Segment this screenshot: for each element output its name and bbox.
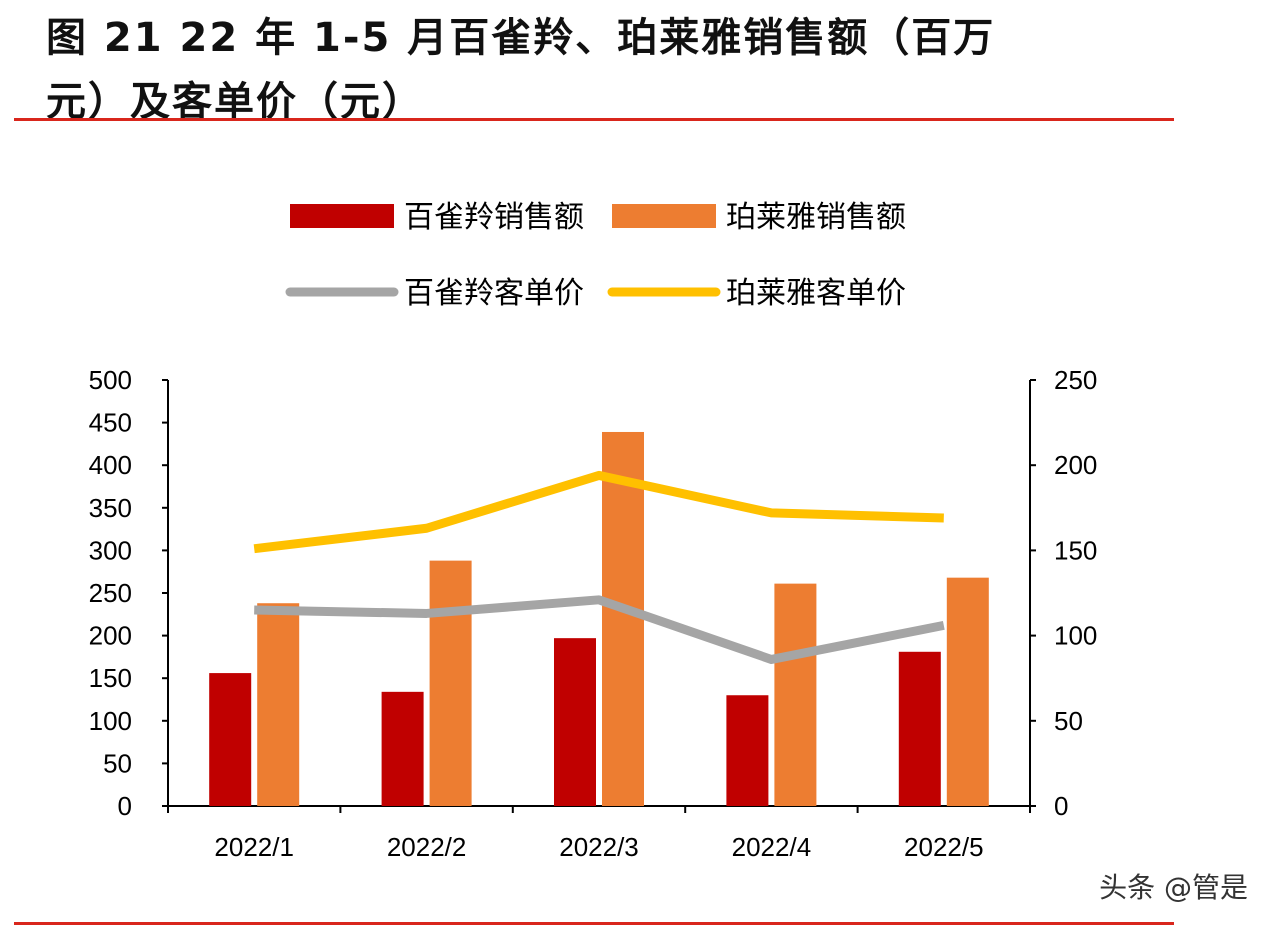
legend-label: 百雀羚客单价: [404, 277, 584, 310]
legend-label: 珀莱雅客单价: [726, 277, 906, 310]
legend-label: 百雀羚销售额: [404, 201, 584, 234]
bar-2: [774, 583, 817, 806]
left-tick-label: 250: [89, 578, 132, 608]
legend-swatch: [290, 204, 394, 228]
left-tick-label: 200: [89, 621, 132, 651]
bar-1: [381, 691, 424, 806]
legend-label: 珀莱雅销售额: [726, 201, 906, 234]
right-tick-label: 0: [1054, 791, 1068, 821]
x-tick-label: 2022/5: [904, 832, 984, 862]
line-series-2: [253, 470, 944, 554]
bar-1: [554, 638, 596, 806]
left-tick-label: 450: [89, 408, 132, 438]
bar-1: [726, 695, 769, 806]
bar-2: [257, 603, 300, 806]
right-tick-label: 200: [1054, 450, 1097, 480]
left-tick-label: 50: [103, 748, 132, 778]
bottom-rule: [14, 922, 1174, 925]
left-tick-label: 350: [89, 493, 132, 523]
watermark: 头条 @管是: [1099, 871, 1248, 904]
chart-title: 图 21 22 年 1-5 月百雀羚、珀莱雅销售额（百万 元）及客单价（元）: [46, 6, 995, 134]
right-tick-label: 250: [1054, 365, 1097, 395]
x-tick-label: 2022/2: [387, 832, 467, 862]
legend-swatch: [612, 204, 716, 228]
x-tick-label: 2022/1: [214, 832, 294, 862]
x-tick-label: 2022/3: [559, 832, 639, 862]
title-line-2: 元）及客单价（元）: [46, 79, 424, 125]
bar-1: [209, 673, 252, 806]
right-tick-label: 150: [1054, 535, 1097, 565]
line-series-1: [254, 595, 945, 664]
bar-2: [429, 560, 472, 806]
right-tick-label: 100: [1054, 621, 1097, 651]
title-line-1: 图 21 22 年 1-5 月百雀羚、珀莱雅销售额（百万: [46, 15, 996, 61]
top-rule: [14, 118, 1174, 121]
right-tick-label: 50: [1054, 706, 1083, 736]
left-tick-label: 150: [89, 663, 132, 693]
bar-2: [946, 577, 989, 806]
left-tick-label: 500: [89, 365, 132, 395]
left-tick-label: 100: [89, 706, 132, 736]
left-tick-label: 400: [89, 450, 132, 480]
bar-2: [602, 431, 644, 806]
left-tick-label: 300: [89, 535, 132, 565]
left-tick-label: 0: [118, 791, 132, 821]
x-tick-label: 2022/4: [732, 832, 812, 862]
bar-1: [898, 651, 941, 806]
